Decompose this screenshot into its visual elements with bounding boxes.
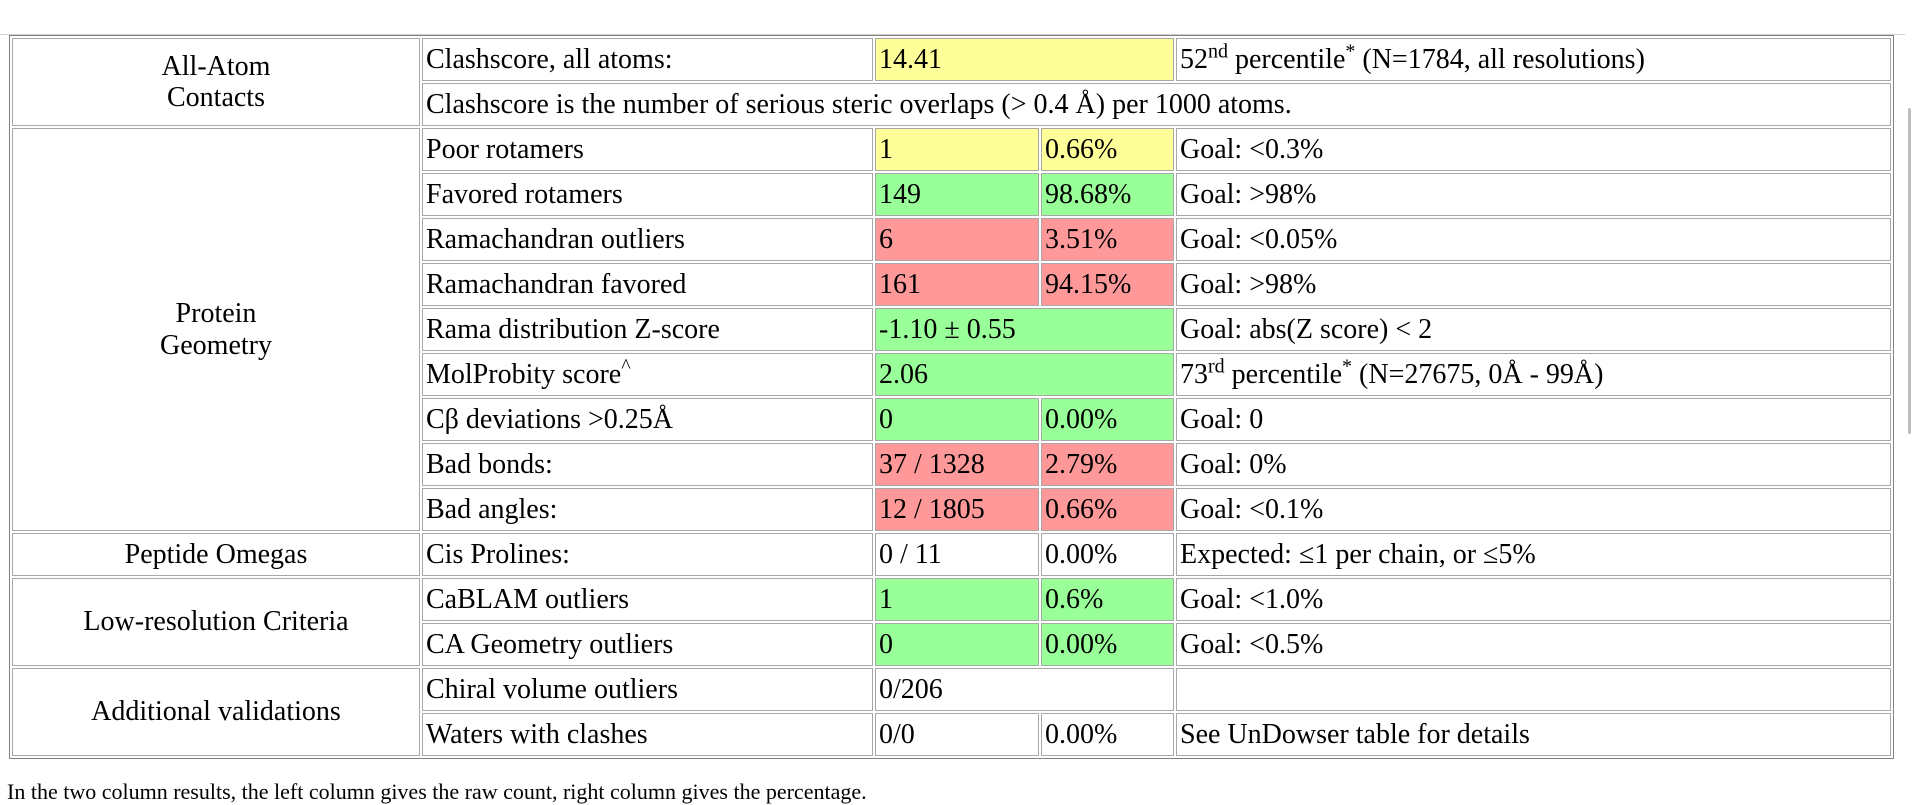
metric-count: 6 [875,218,1039,261]
metric-count: 0 [875,398,1039,441]
metric-goal: Goal: abs(Z score) < 2 [1176,308,1891,351]
category-protein-geometry: Protein Geometry [12,128,420,531]
clashscore-note: Clashscore is the number of serious ster… [422,83,1891,126]
category-peptide-omegas: Peptide Omegas [12,533,420,576]
category-low-resolution-criteria: Low-resolution Criteria [12,578,420,666]
table-row: Cβ deviations >0.25Å 0 0.00% Goal: 0 [12,398,1891,441]
metric-goal: Goal: <1.0% [1176,578,1891,621]
table-row: Peptide Omegas Cis Prolines: 0 / 11 0.00… [12,533,1891,576]
metric-label: Favored rotamers [422,173,873,216]
category-all-atom-contacts: All-Atom Contacts [12,38,420,126]
table-row: Bad angles: 12 / 1805 0.66% Goal: <0.1% [12,488,1891,531]
footnote: In the two column results, the left colu… [7,779,867,804]
molprobity-score-value: 2.06 [875,353,1174,396]
table-row: Favored rotamers 149 98.68% Goal: >98% [12,173,1891,216]
table-row: Waters with clashes 0/0 0.00% See UnDows… [12,713,1891,756]
table-row: MolProbity score^ 2.06 73rd percentile* … [12,353,1891,396]
metric-percent: 94.15% [1041,263,1174,306]
vertical-scrollbar[interactable] [1905,0,1913,797]
metric-label: Rama distribution Z-score [422,308,873,351]
metric-percent: 0.00% [1041,623,1174,666]
metric-label: Chiral volume outliers [422,668,873,711]
metric-goal [1176,668,1891,711]
scrollbar-thumb[interactable] [1908,108,1911,434]
metric-count: 0 / 11 [875,533,1039,576]
table-row: Protein Geometry Poor rotamers 1 0.66% Go… [12,128,1891,531]
metric-label: Clashscore, all atoms: [422,38,873,81]
metric-goal: Goal: <0.3% [1176,128,1891,171]
metric-label: CA Geometry outliers [422,623,873,666]
metric-label: Bad angles: [422,488,873,531]
table-row: Ramachandran favored 161 94.15% Goal: >9… [12,263,1891,306]
metric-goal: Goal: 0% [1176,443,1891,486]
table-row: Rama distribution Z-score -1.10 ± 0.55 G… [12,308,1891,351]
metric-percent: 0.66% [1041,488,1174,531]
table-row: Ramachandran outliers 6 3.51% Goal: <0.0… [12,218,1891,261]
table-row: Low-resolution Criteria CaBLAM outliers … [12,578,1891,666]
metric-percent: 0.00% [1041,533,1174,576]
metric-label: Poor rotamers [422,128,873,171]
table-row: Additional validations Chiral volume out… [12,668,1891,756]
metric-count: 149 [875,173,1039,216]
metric-goal: Goal: >98% [1176,173,1891,216]
metric-goal: Goal: <0.5% [1176,623,1891,666]
metric-label: Bad bonds: [422,443,873,486]
metric-value: -1.10 ± 0.55 [875,308,1174,351]
metric-count: 161 [875,263,1039,306]
metric-label: Ramachandran favored [422,263,873,306]
metric-count: 12 / 1805 [875,488,1039,531]
metric-percent: 2.79% [1041,443,1174,486]
metric-label: Waters with clashes [422,713,873,756]
clashscore-percentile: 52nd percentile* (N=1784, all resolution… [1176,38,1891,81]
metric-label: Cis Prolines: [422,533,873,576]
metric-value: 0/206 [875,668,1174,711]
metric-count: 0 [875,623,1039,666]
metric-percent: 98.68% [1041,173,1174,216]
metric-count: 1 [875,128,1039,171]
validation-summary-table: All-Atom Contacts Clashscore, all atoms: … [9,35,1894,759]
metric-count: 1 [875,578,1039,621]
metric-goal: Goal: 0 [1176,398,1891,441]
molprobity-percentile: 73rd percentile* (N=27675, 0Å - 99Å) [1176,353,1891,396]
metric-percent: 0.66% [1041,128,1174,171]
metric-goal: Goal: <0.05% [1176,218,1891,261]
table-row: All-Atom Contacts Clashscore, all atoms: … [12,38,1891,126]
metric-percent: 0.6% [1041,578,1174,621]
table-row: Bad bonds: 37 / 1328 2.79% Goal: 0% [12,443,1891,486]
metric-label: Cβ deviations >0.25Å [422,398,873,441]
metric-percent: 3.51% [1041,218,1174,261]
metric-label: CaBLAM outliers [422,578,873,621]
metric-goal: See UnDowser table for details [1176,713,1891,756]
metric-percent: 0.00% [1041,713,1174,756]
table-row: Clashscore is the number of serious ster… [12,83,1891,126]
clashscore-value: 14.41 [875,38,1174,81]
metric-goal: Expected: ≤1 per chain, or ≤5% [1176,533,1891,576]
metric-label: MolProbity score^ [422,353,873,396]
metric-goal: Goal: >98% [1176,263,1891,306]
table-row: CA Geometry outliers 0 0.00% Goal: <0.5% [12,623,1891,666]
category-additional-validations: Additional validations [12,668,420,756]
metric-count: 37 / 1328 [875,443,1039,486]
metric-label: Ramachandran outliers [422,218,873,261]
metric-goal: Goal: <0.1% [1176,488,1891,531]
metric-count: 0/0 [875,713,1039,756]
metric-percent: 0.00% [1041,398,1174,441]
top-rule [0,34,1906,35]
